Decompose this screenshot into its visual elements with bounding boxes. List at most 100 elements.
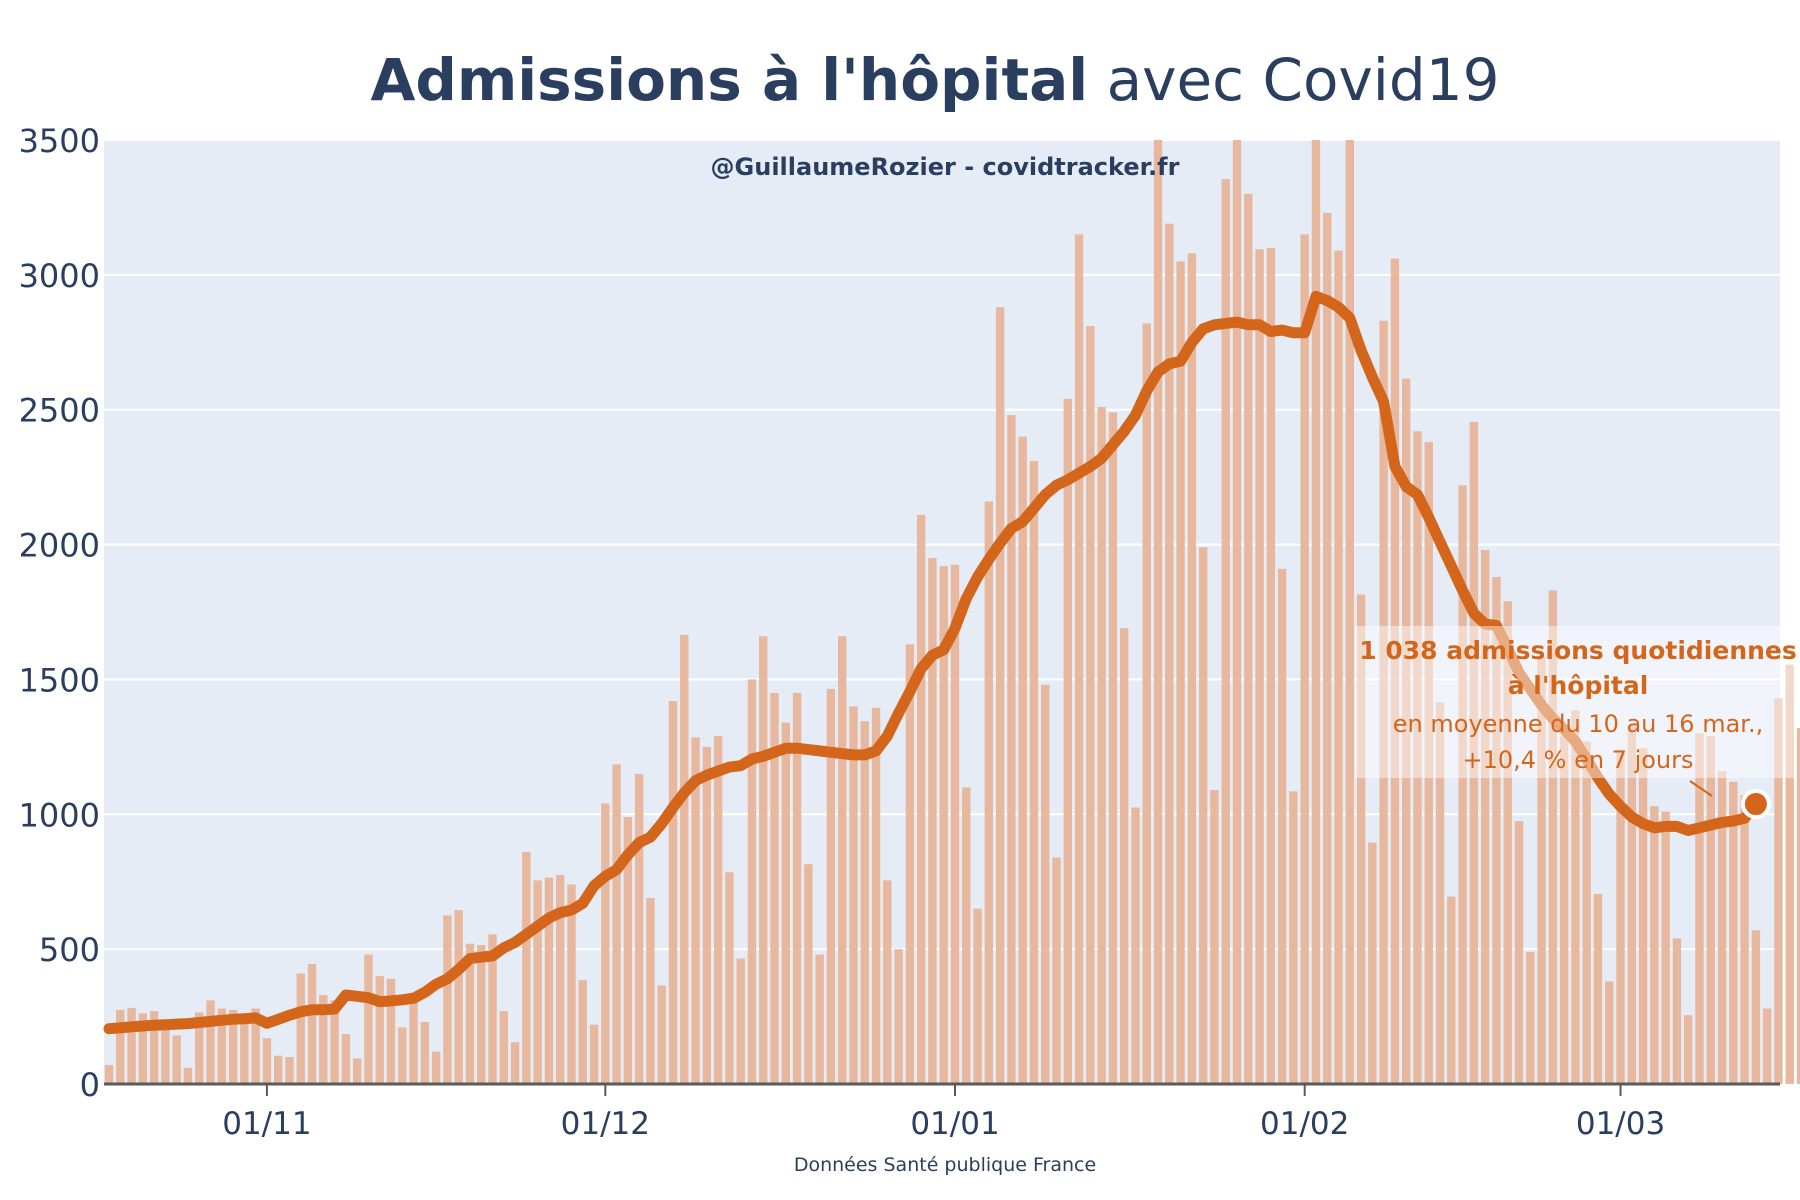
bar [1390,258,1400,1084]
average-line [103,290,1762,1035]
bar [1120,628,1129,1084]
bar [296,973,305,1084]
bar [1244,193,1253,1084]
bar [522,852,531,1084]
y-tick-label: 2000 [19,527,100,565]
bar [183,1067,193,1084]
bar [1458,485,1467,1085]
source-text: Données Santé publique France [794,1154,1096,1176]
bar [1255,249,1264,1085]
bar [195,1012,204,1084]
bar [1289,791,1298,1084]
bar [680,634,689,1084]
bar [1469,421,1479,1084]
bar [781,722,790,1084]
y-tick-label: 0 [80,1066,100,1104]
y-tick-label: 1000 [19,796,100,834]
bar [1762,1008,1772,1084]
bar [454,910,463,1084]
bar [984,501,994,1085]
bar [556,874,565,1084]
bar [1684,1015,1693,1084]
bar [691,737,700,1084]
bar [1751,930,1761,1084]
bar [1638,748,1648,1084]
bar [1582,741,1591,1084]
bar [578,980,587,1084]
bar [1041,684,1050,1084]
y-axis-ticks: 0 500 1000 1500 2000 2500 3000 3500 [19,122,100,1104]
bar [1074,234,1084,1084]
bar [815,954,824,1084]
bar [465,943,475,1084]
bar [1165,223,1174,1084]
bar [1650,806,1659,1084]
annotation-line-4: +10,4 % en 7 jours [1462,746,1693,774]
bar [657,985,666,1084]
bar [1548,590,1558,1084]
bar [1176,261,1185,1084]
bar [713,736,723,1084]
bar [206,1000,215,1084]
bar [149,1011,159,1084]
bar [1537,657,1546,1084]
annotation: 1 038 admissions quotidiennes à l'hôpita… [1355,626,1797,820]
bar [1379,320,1388,1084]
bar [1029,460,1039,1085]
bar [1334,250,1343,1084]
bar [1435,702,1445,1084]
bar [262,1038,272,1084]
bar [375,976,384,1084]
bar [161,1023,170,1084]
bar [612,764,621,1084]
y-tick-label: 3500 [19,122,100,160]
bar [995,307,1005,1084]
bar [1706,736,1715,1084]
x-axis-ticks: 01/11 01/12 01/01 01/02 01/03 [222,1084,1665,1142]
bar [1796,727,1800,1084]
bar [533,880,542,1084]
bar [601,803,610,1084]
bar [928,558,937,1084]
bar [1153,140,1163,1084]
bar [307,963,317,1084]
bar [1007,415,1016,1084]
bar [962,787,971,1084]
bar [883,880,892,1084]
x-tick-label: 01/12 [561,1106,650,1142]
title-light: avec Covid19 [1088,46,1499,114]
bar [939,566,948,1084]
bar [409,994,418,1084]
bar [1221,179,1230,1084]
bar [1345,140,1354,1084]
bar [634,773,644,1084]
bar [804,864,813,1084]
y-tick-label: 3000 [19,257,100,295]
bar [364,954,373,1084]
bar [420,1021,430,1084]
annotation-background [1355,626,1795,778]
bar [1402,378,1411,1084]
bar [319,994,328,1084]
bar [567,884,576,1084]
bar [499,1011,508,1084]
bar [1210,790,1219,1084]
bar [1729,781,1738,1084]
bar [1198,547,1208,1084]
bar [1131,807,1140,1084]
bar [510,1042,520,1084]
bar [871,707,881,1084]
annotation-pointer [1689,780,1713,797]
bar [1356,594,1366,1084]
bar [1661,811,1670,1084]
bar [341,1034,351,1084]
annotation-line-2: à l'hôpital [1508,671,1649,700]
bar [1086,326,1095,1084]
bar [1052,857,1061,1084]
y-tick-label: 2500 [19,392,100,430]
bar [544,877,554,1084]
bar [1571,710,1580,1084]
x-tick-label: 01/02 [1260,1106,1349,1142]
bar [1232,140,1242,1084]
bar [1559,736,1569,1084]
